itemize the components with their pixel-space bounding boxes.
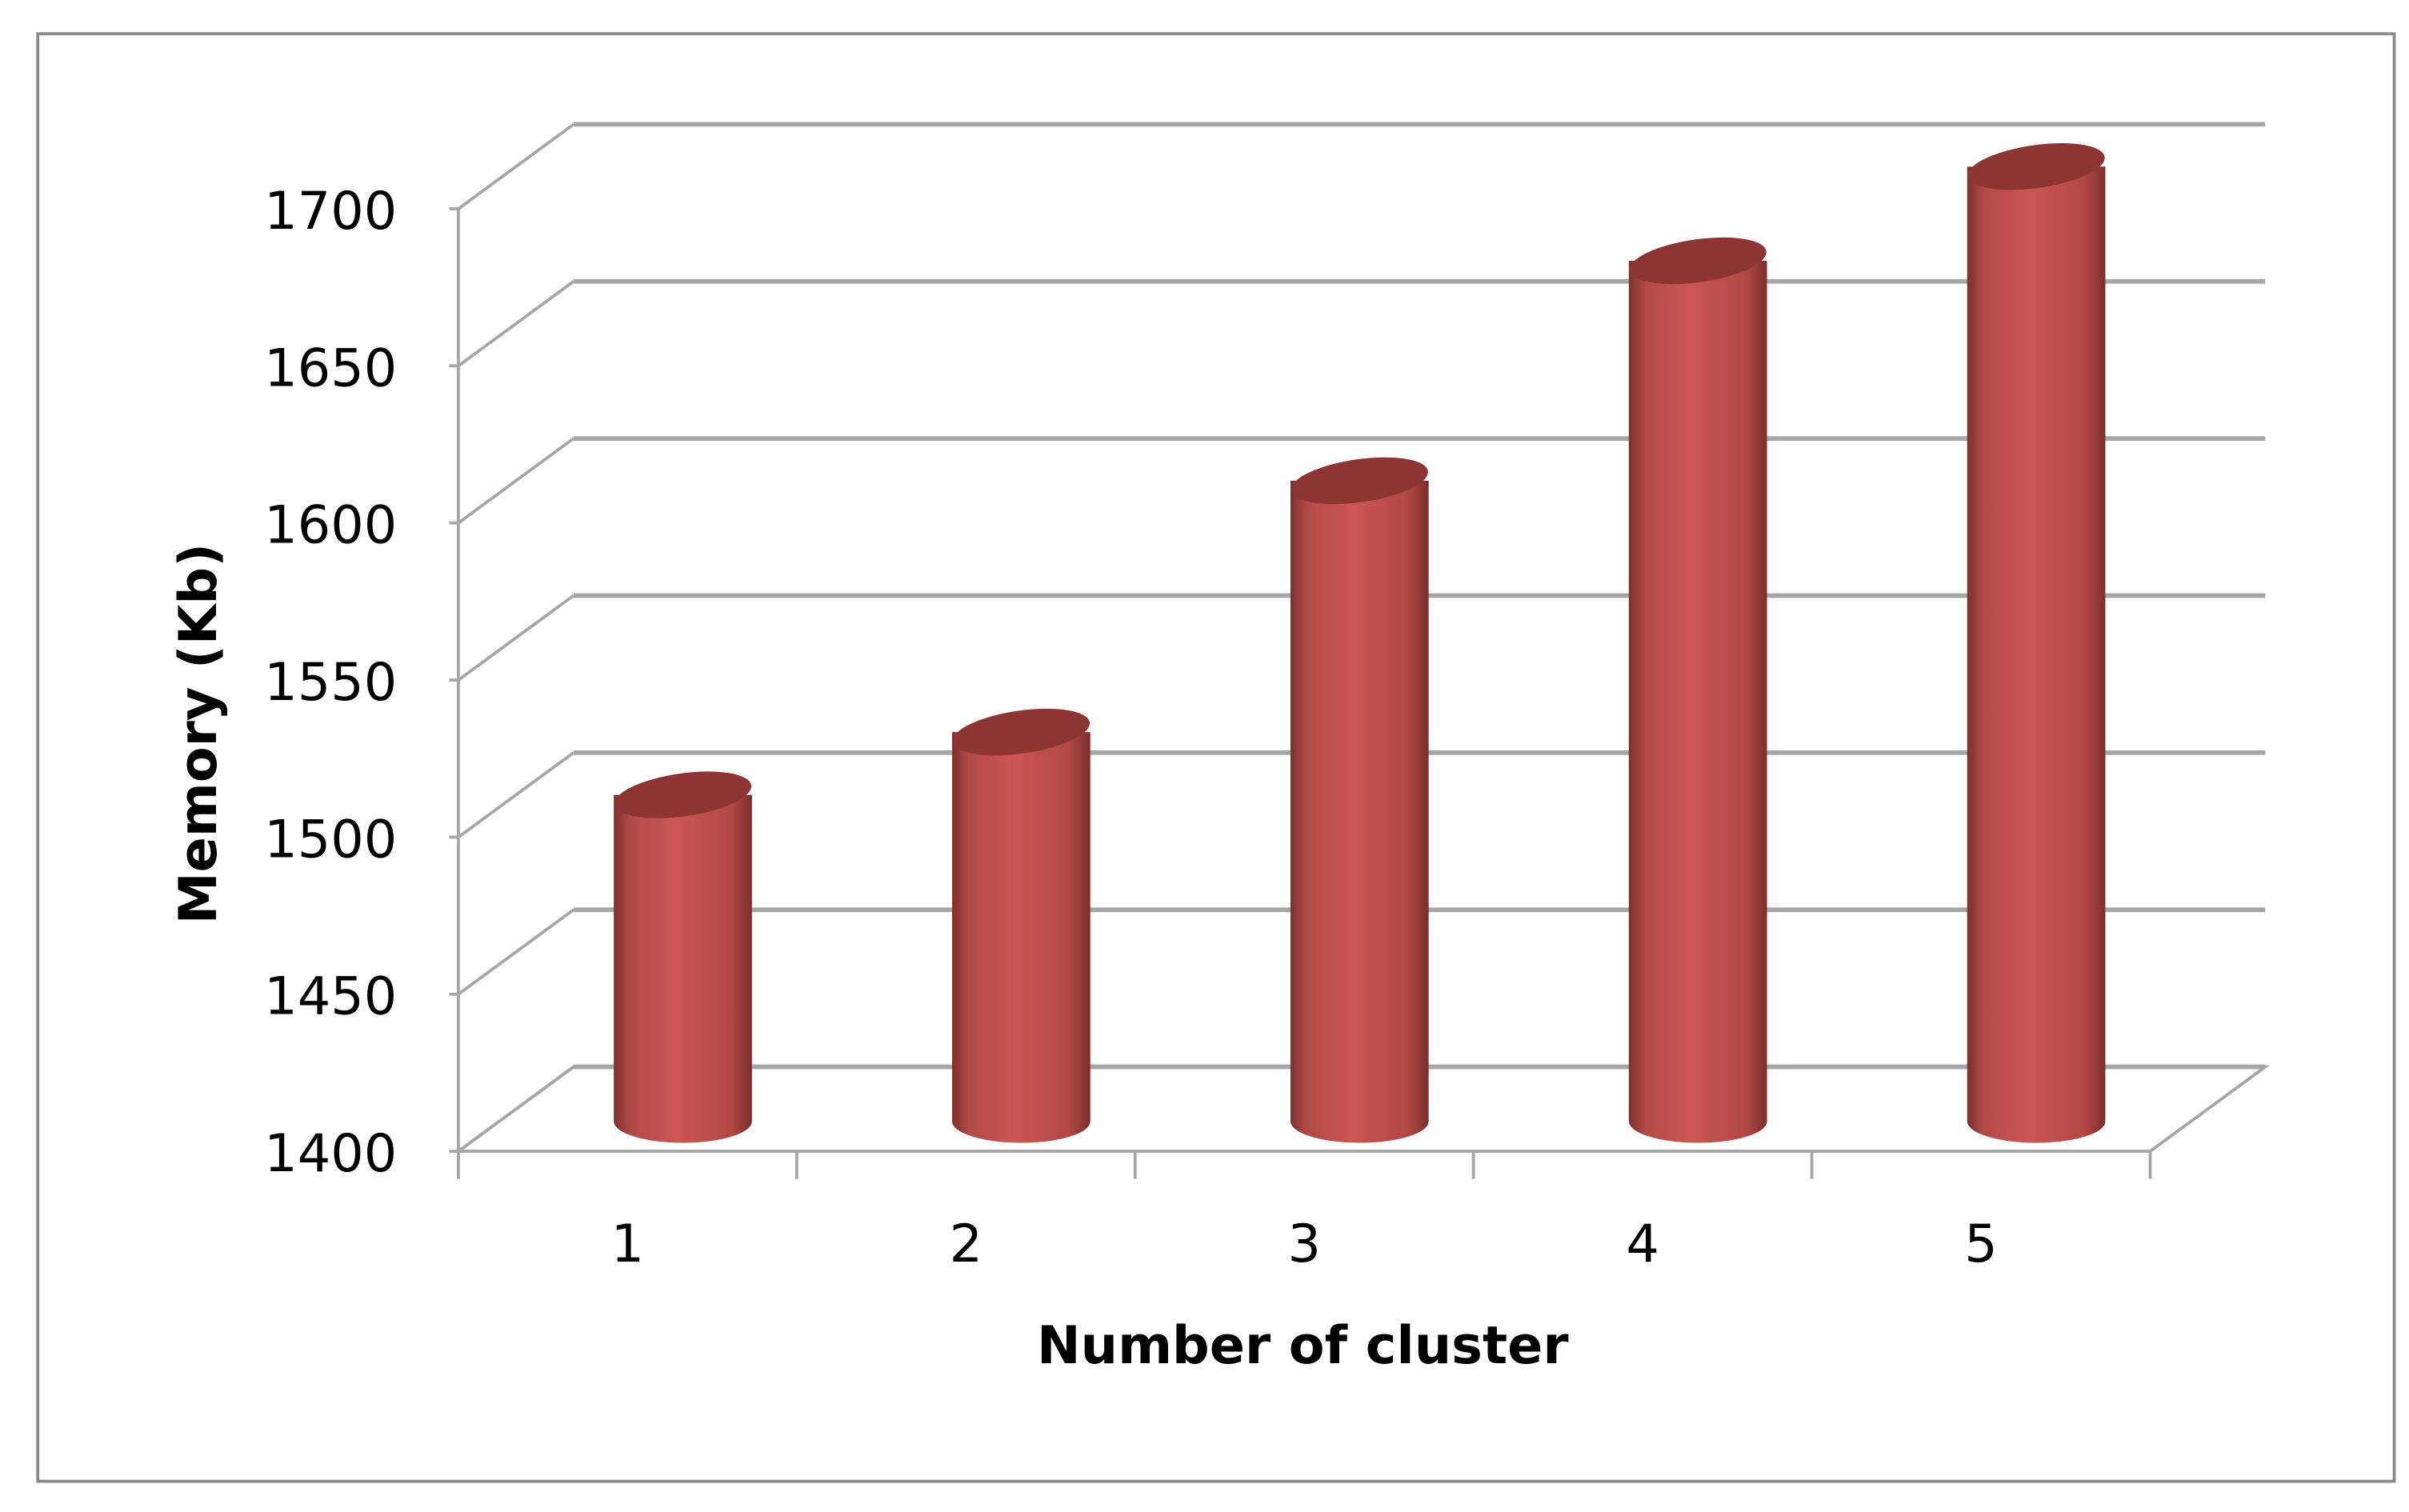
bar-body xyxy=(1628,261,1767,1143)
bar-top xyxy=(1629,237,1767,285)
bar-top xyxy=(1291,457,1428,505)
y-tick-label: 1600 xyxy=(264,495,397,556)
x-tick-labels: 1 2 3 4 5 xyxy=(611,1214,1998,1274)
bar-body xyxy=(952,732,1090,1143)
y-tick-label: 1500 xyxy=(264,809,397,870)
x-tick-label: 5 xyxy=(1964,1214,1998,1274)
floor xyxy=(454,1065,2271,1154)
bar-3 xyxy=(1290,457,1429,1143)
bar-body xyxy=(1290,480,1429,1143)
bar-top xyxy=(614,771,752,818)
side-gridline xyxy=(457,437,575,525)
x-axis-label: Number of cluster xyxy=(1037,1315,1568,1376)
x-tick-label: 1 xyxy=(611,1214,644,1274)
bars xyxy=(614,142,2106,1143)
y-tick-label: 1700 xyxy=(264,181,397,242)
bar-top xyxy=(1967,142,2105,190)
side-gridline xyxy=(457,280,575,367)
y-tick-label: 1450 xyxy=(264,966,397,1027)
bar-1 xyxy=(614,771,752,1143)
y-tick-labels: 1400 1450 1500 1550 1600 1650 1700 xyxy=(264,181,397,1184)
x-tick-label: 2 xyxy=(950,1214,983,1274)
x-tick-label: 3 xyxy=(1287,1214,1321,1274)
y-tick-label: 1400 xyxy=(264,1123,397,1184)
bar-5 xyxy=(1967,142,2106,1143)
bar-body xyxy=(614,794,752,1143)
bar-top xyxy=(952,708,1090,756)
bar-2 xyxy=(952,708,1090,1143)
y-tick-label: 1550 xyxy=(264,652,397,713)
side-gridline xyxy=(457,122,575,210)
x-tick-label: 4 xyxy=(1626,1214,1659,1274)
bar-body xyxy=(1967,166,2106,1143)
side-gridline xyxy=(457,594,575,682)
bar-4 xyxy=(1628,237,1767,1143)
side-gridline xyxy=(457,751,575,838)
side-gridline xyxy=(457,908,575,996)
y-axis-label: Memory (Kb) xyxy=(168,543,229,924)
y-tick-label: 1650 xyxy=(264,338,397,398)
